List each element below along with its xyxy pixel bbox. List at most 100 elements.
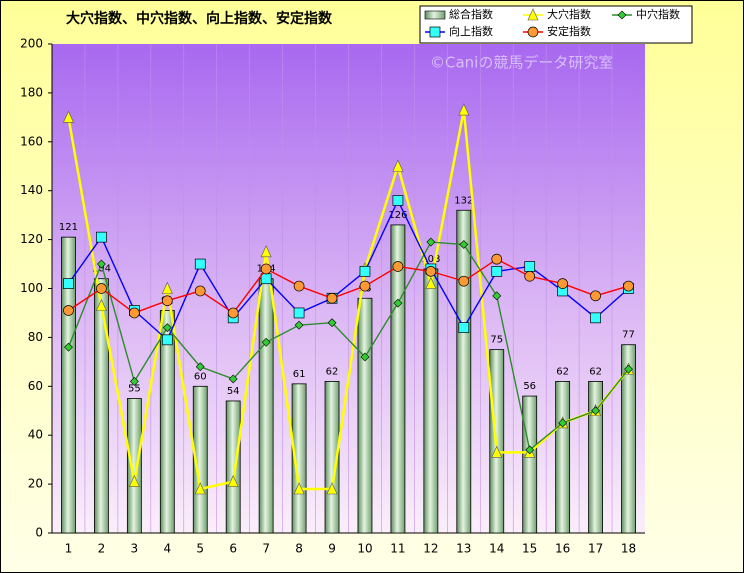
marker — [590, 290, 601, 302]
marker — [326, 482, 338, 495]
marker — [426, 237, 436, 247]
bar — [357, 297, 373, 534]
bar — [555, 381, 571, 534]
x-tick-label: 3 — [131, 542, 139, 556]
legend — [419, 5, 693, 44]
bar — [588, 381, 603, 534]
marker — [327, 318, 337, 328]
marker — [194, 258, 206, 270]
legend-marker — [429, 26, 441, 38]
marker — [96, 283, 107, 294]
x-tick-label: 7 — [262, 542, 270, 556]
x-tick-label: 10 — [357, 542, 372, 556]
bar-value-label: 75 — [490, 335, 503, 346]
bar-value-label: 55 — [128, 384, 141, 395]
legend-swatch — [424, 10, 446, 20]
marker — [458, 103, 470, 116]
marker — [161, 281, 173, 294]
legend-label: 向上指数 — [449, 24, 493, 38]
line — [67, 198, 629, 342]
marker — [524, 261, 536, 272]
marker — [558, 418, 568, 428]
bar-value-label: 126 — [388, 210, 407, 221]
y-tick-label: 40 — [28, 428, 43, 442]
marker — [227, 307, 239, 319]
marker — [392, 261, 404, 272]
legend-marker — [527, 8, 539, 21]
marker — [326, 292, 338, 304]
x-tick-label: 6 — [229, 542, 237, 556]
bar — [258, 278, 274, 534]
marker — [359, 266, 371, 277]
marker — [293, 307, 305, 319]
x-tick-label: 2 — [98, 542, 106, 556]
y-tick-label: 140 — [20, 183, 43, 197]
x-tick-label: 15 — [522, 542, 537, 556]
bar — [456, 209, 472, 534]
marker — [491, 253, 503, 265]
x-tick-label: 18 — [621, 542, 636, 556]
marker — [392, 159, 404, 172]
legend-marker — [617, 10, 627, 20]
marker — [129, 376, 139, 386]
y-tick-label: 60 — [28, 379, 43, 393]
chart-title: 大穴指数、中穴指数、向上指数、安定指数 — [66, 10, 333, 27]
marker — [524, 270, 536, 282]
bar-value-label: 60 — [194, 371, 207, 382]
x-tick-label: 12 — [423, 542, 438, 556]
marker — [458, 275, 470, 287]
marker — [491, 266, 503, 277]
bar-value-label: 61 — [293, 369, 306, 380]
marker — [492, 291, 502, 301]
bar — [390, 224, 406, 534]
bar-value-label: 56 — [523, 381, 536, 392]
marker — [459, 240, 469, 249]
bar-value-label: 62 — [589, 366, 602, 377]
x-tick-label: 11 — [390, 542, 405, 556]
marker — [392, 195, 404, 206]
y-tick-label: 160 — [20, 134, 43, 148]
bar — [522, 395, 538, 534]
x-tick-label: 13 — [456, 542, 471, 556]
marker — [194, 285, 206, 297]
marker — [294, 320, 304, 330]
marker — [63, 110, 74, 123]
bar — [159, 310, 175, 534]
x-tick-label: 17 — [588, 542, 603, 556]
marker — [425, 266, 437, 277]
bar — [126, 398, 142, 534]
bar-value-label: 108 — [421, 254, 440, 265]
bar-value-label: 62 — [556, 366, 569, 377]
marker — [161, 295, 173, 307]
marker — [623, 280, 634, 292]
marker — [624, 364, 633, 374]
bar-value-label: 54 — [227, 386, 240, 397]
marker — [63, 305, 74, 316]
legend-label: 安定指数 — [547, 24, 591, 38]
x-tick-label: 9 — [328, 542, 336, 556]
bar — [324, 381, 340, 534]
marker — [260, 245, 272, 258]
marker — [162, 323, 172, 333]
marker — [525, 445, 535, 455]
marker — [590, 312, 601, 324]
legend-label: 総合指数 — [449, 7, 493, 21]
marker — [293, 280, 305, 292]
marker — [425, 276, 437, 289]
marker — [360, 352, 370, 362]
line — [68, 258, 629, 314]
y-tick-label: 80 — [28, 330, 43, 344]
marker — [95, 298, 107, 311]
marker — [591, 406, 601, 416]
bar — [621, 344, 636, 534]
marker — [161, 334, 173, 346]
bar — [192, 385, 208, 534]
bar-value-label: 132 — [454, 195, 473, 206]
marker — [557, 278, 568, 289]
line — [67, 241, 630, 452]
marker — [393, 298, 403, 308]
marker — [491, 445, 503, 458]
x-tick-label: 16 — [555, 542, 570, 556]
bar — [423, 268, 439, 534]
